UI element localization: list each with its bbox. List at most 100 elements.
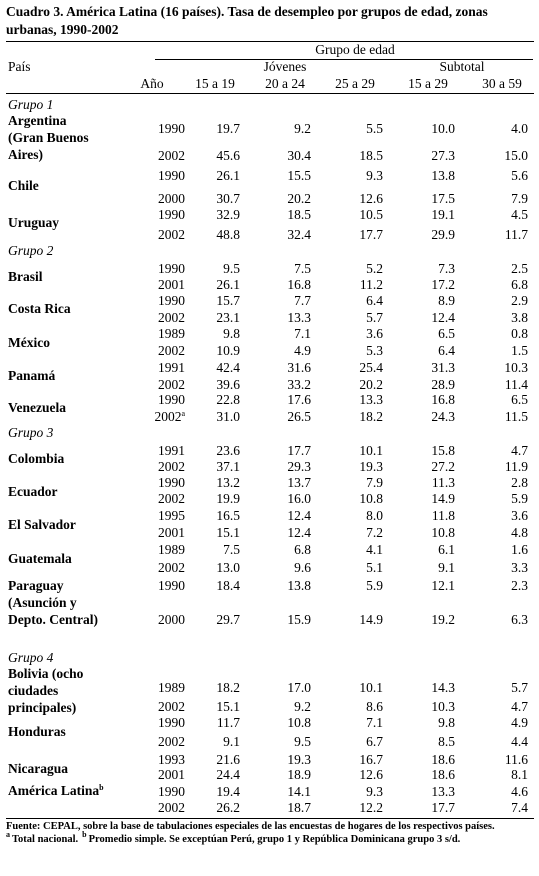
value-cell: 10.3: [504, 359, 528, 375]
country-name-text: Uruguay: [8, 214, 60, 230]
value-cell: 5.7: [366, 309, 383, 325]
value-cell: 19.9: [216, 490, 240, 506]
year-cell: 2002: [158, 342, 185, 359]
year-cell: 2002: [158, 490, 185, 507]
notes: Fuente: CEPAL, sobre la base de tabulaci…: [6, 820, 516, 846]
footnotes: a Total nacional. b Promedio simple. Se exc…: [6, 831, 516, 846]
year-text: 1990: [158, 292, 185, 308]
country-name-text: Colombia: [8, 450, 65, 466]
value-cell: 26.1: [216, 276, 240, 292]
country-name: América Latinab: [8, 782, 104, 799]
value-cell: 27.3: [431, 147, 455, 163]
value-cell: 3.6: [511, 507, 528, 523]
value-cell: 25.4: [359, 359, 383, 375]
year-cell: 2001: [158, 766, 185, 783]
country-name: Paraguay (Asunción y Depto. Central): [8, 577, 104, 628]
value-cell: 14.9: [359, 611, 383, 627]
value-cell: 48.8: [216, 226, 240, 242]
year-cell: 1989: [158, 541, 185, 558]
value-cell: 11.8: [431, 507, 455, 523]
country-name-text: Guatemala: [8, 550, 72, 566]
value-cell: 2.5: [511, 260, 528, 276]
value-cell: 8.1: [511, 766, 528, 782]
year-text: 1989: [158, 541, 185, 557]
country-name-text: México: [8, 334, 50, 350]
country-name-text: Costa Rica: [8, 300, 71, 316]
value-cell: 4.9: [511, 714, 528, 730]
value-cell: 12.4: [431, 309, 455, 325]
group-label: Grupo 2: [8, 242, 54, 258]
year-text: 1990: [158, 167, 185, 183]
value-cell: 14.1: [287, 783, 311, 799]
value-cell: 16.8: [287, 276, 311, 292]
value-cell: 6.8: [294, 541, 311, 557]
value-cell: 17.7: [359, 226, 383, 242]
country-name: Argentina (Gran Buenos Aires): [8, 112, 104, 163]
value-cell: 0.8: [511, 325, 528, 341]
value-cell: 9.8: [438, 714, 455, 730]
value-cell: 5.1: [366, 559, 383, 575]
value-cell: 7.2: [366, 524, 383, 540]
value-cell: 23.1: [216, 309, 240, 325]
value-cell: 13.8: [431, 167, 455, 183]
value-cell: 10.8: [287, 714, 311, 730]
value-cell: 6.7: [366, 733, 383, 749]
year-text: 1991: [158, 442, 185, 458]
year-cell: 1990: [158, 783, 185, 800]
value-cell: 28.9: [431, 376, 455, 392]
country-name-text: Paraguay (Asunción y Depto. Central): [8, 577, 98, 627]
year-text: 1990: [158, 714, 185, 730]
year-cell: 1991: [158, 442, 185, 459]
value-cell: 19.3: [359, 458, 383, 474]
value-cell: 31.3: [431, 359, 455, 375]
year-text: 2002: [158, 799, 185, 815]
value-cell: 7.9: [366, 474, 383, 490]
value-cell: 18.7: [287, 799, 311, 815]
value-cell: 26.2: [216, 799, 240, 815]
year-cell: 2002: [158, 458, 185, 475]
value-cell: 11.7: [216, 714, 240, 730]
year-text: 1993: [158, 751, 185, 767]
year-cell: 1990: [158, 260, 185, 277]
year-cell: 2001: [158, 276, 185, 293]
value-cell: 3.6: [366, 325, 383, 341]
value-cell: 7.5: [223, 541, 240, 557]
year-cell: 2000: [158, 190, 185, 207]
value-cell: 9.5: [223, 260, 240, 276]
value-cell: 15.0: [504, 147, 528, 163]
value-cell: 10.8: [431, 524, 455, 540]
table-title: Cuadro 3. América Latina (16 países). Ta…: [6, 4, 488, 37]
value-cell: 13.7: [287, 474, 311, 490]
value-cell: 4.9: [294, 342, 311, 358]
value-cell: 11.5: [504, 408, 528, 424]
value-cell: 19.1: [431, 206, 455, 222]
year-text: 1990: [158, 577, 185, 593]
country-name: Bolivia (ocho ciudades principales): [8, 665, 104, 716]
year-text: 2002: [158, 733, 185, 749]
value-cell: 5.7: [511, 679, 528, 695]
footnote-mark: b: [99, 782, 104, 792]
value-cell: 31.6: [287, 359, 311, 375]
year-cell: 1990: [158, 292, 185, 309]
year-cell: 2002a: [154, 408, 185, 425]
column-header: Año: [140, 76, 164, 91]
rule: [6, 41, 534, 42]
value-cell: 7.4: [511, 799, 528, 815]
year-text: 2002: [158, 698, 185, 714]
year-cell: 1990: [158, 167, 185, 184]
rule: [6, 818, 534, 819]
value-cell: 39.6: [216, 376, 240, 392]
value-cell: 11.7: [504, 226, 528, 242]
group-label: Grupo 1: [8, 96, 54, 112]
value-cell: 9.2: [294, 698, 311, 714]
value-cell: 15.5: [287, 167, 311, 183]
value-cell: 5.3: [366, 342, 383, 358]
value-cell: 12.4: [287, 524, 311, 540]
value-cell: 12.6: [359, 190, 383, 206]
group-label: Grupo 4: [8, 649, 54, 665]
year-text: 2002: [158, 309, 185, 325]
value-cell: 18.4: [216, 577, 240, 593]
value-cell: 11.2: [359, 276, 383, 292]
year-cell: 1989: [158, 325, 185, 342]
year-text: 2002: [154, 408, 182, 424]
